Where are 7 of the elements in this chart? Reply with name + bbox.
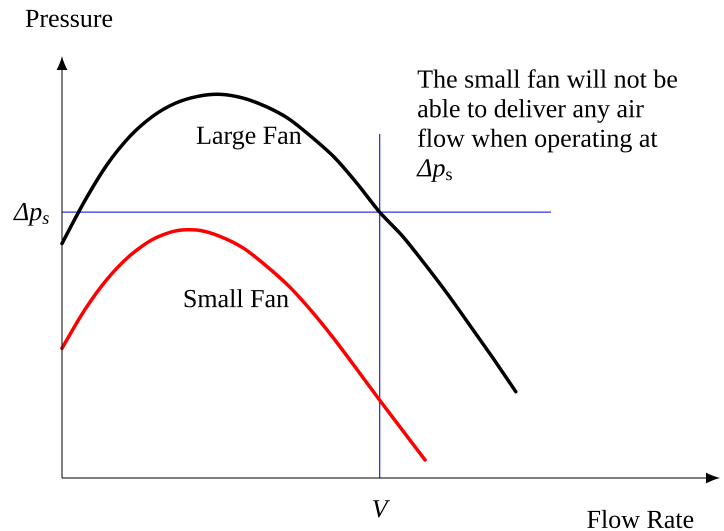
ref-line-label: Δp$_{s}$ <box>13 202 49 226</box>
text: V <box>373 500 390 518</box>
annotation: The small fan will not be able to deliver any air flow when operating at Δp$_{s}$ <box>416 69 677 182</box>
series-label: Large Fan <box>196 126 302 150</box>
series-label: Small Fan <box>184 289 289 308</box>
y-axis-title: Pressure <box>26 10 112 28</box>
x-axis-title: Flow Rate <box>587 510 694 528</box>
